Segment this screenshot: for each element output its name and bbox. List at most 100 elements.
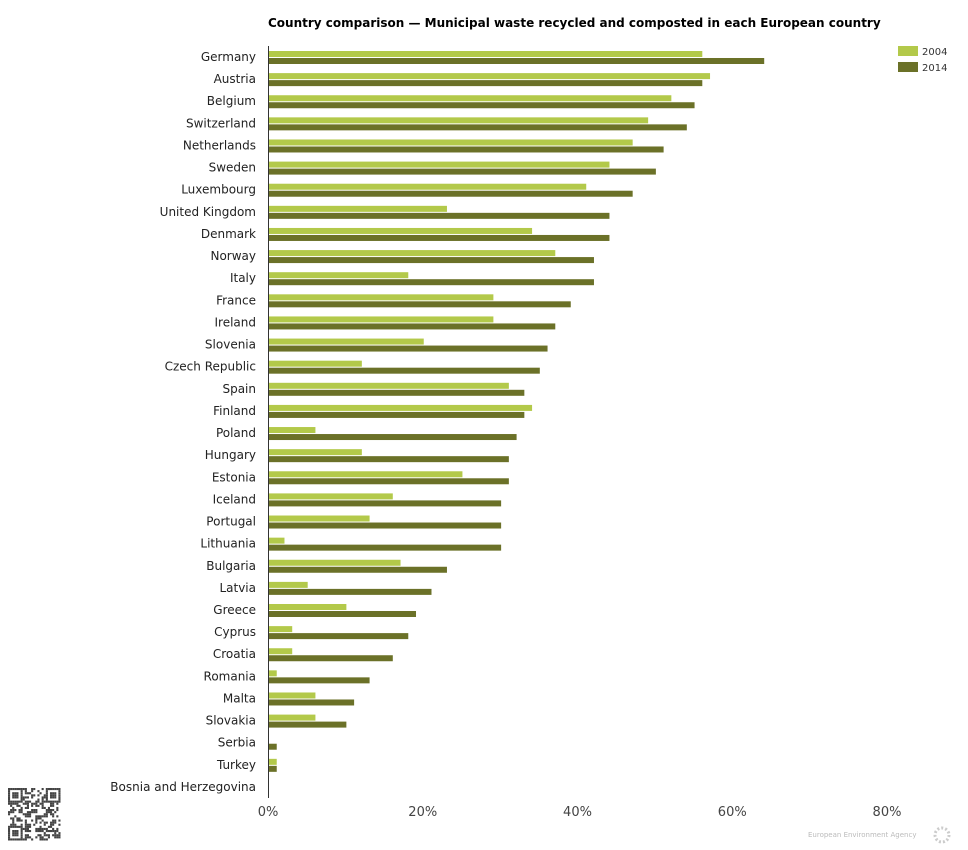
bar-2004-france [269, 294, 494, 301]
category-label: Austria [214, 72, 256, 86]
category-label: United Kingdom [160, 205, 256, 219]
category-label: Italy [230, 271, 256, 285]
bar-2004-ireland [269, 316, 494, 323]
bar-2014-bulgaria [269, 566, 447, 573]
bar-2004-turkey [269, 758, 277, 765]
bar-2014-italy [269, 279, 594, 286]
bar-2014-poland [269, 434, 517, 441]
bar-2004-luxembourg [269, 183, 587, 190]
bar-2004-estonia [269, 471, 463, 478]
bar-2004-croatia [269, 648, 293, 655]
bar-2004-bulgaria [269, 559, 401, 566]
bar-2004-cyprus [269, 626, 293, 633]
category-label: Belgium [207, 94, 256, 108]
bar-2014-finland [269, 411, 525, 418]
chart-title: Country comparison — Municipal waste rec… [268, 16, 881, 30]
bar-2004-greece [269, 604, 347, 610]
category-label: Norway [210, 249, 256, 263]
bar-2004-portugal [269, 515, 370, 522]
bar-2014-portugal [269, 522, 502, 529]
category-label: Malta [223, 691, 256, 705]
bar-2014-switzerland [269, 124, 687, 131]
qr-code-icon [8, 788, 61, 841]
bar-2004-poland [269, 427, 316, 434]
category-label: Czech Republic [165, 360, 256, 374]
bar-2014-germany [269, 58, 765, 64]
bar-2004-switzerland [269, 117, 649, 124]
category-label: Iceland [213, 492, 256, 506]
bar-2014-iceland [269, 500, 502, 507]
bar-2004-slovenia [269, 338, 424, 345]
bar-2014-lithuania [269, 544, 502, 551]
bar-2004-netherlands [269, 139, 633, 146]
category-label: Serbia [218, 736, 256, 750]
category-label: Lithuania [200, 537, 256, 551]
bar-2014-united-kingdom [269, 212, 610, 219]
bar-2004-norway [269, 250, 556, 257]
bar-2004-iceland [269, 493, 393, 500]
category-label: Netherlands [183, 138, 256, 152]
bar-2004-malta [269, 692, 316, 699]
bar-2014-netherlands [269, 146, 664, 153]
category-label: Croatia [213, 647, 256, 661]
x-tick-label: 80% [873, 805, 902, 820]
x-tick-label: 0% [258, 805, 279, 820]
bar-2014-greece [269, 611, 417, 617]
bar-2014-slovakia [269, 721, 347, 728]
legend-label-2004: 2004 [922, 47, 947, 58]
category-label: Turkey [216, 758, 256, 772]
x-tick-label: 60% [718, 805, 747, 820]
bar-2004-lithuania [269, 537, 285, 544]
x-tick-label: 20% [408, 805, 437, 820]
bar-2014-belgium [269, 102, 695, 109]
bar-2014-austria [269, 80, 703, 87]
bar-2004-finland [269, 404, 533, 411]
eea-watermark: European Environment Agency [808, 831, 916, 839]
category-label: Portugal [206, 515, 256, 529]
bar-2004-sweden [269, 161, 610, 168]
bar-2004-czech-republic [269, 360, 362, 367]
category-label: Cyprus [214, 625, 256, 639]
bar-2004-romania [269, 670, 277, 677]
category-label: Luxembourg [181, 183, 256, 197]
bar-2014-estonia [269, 478, 509, 485]
category-label: Slovenia [205, 338, 256, 352]
bar-2004-latvia [269, 581, 308, 588]
bar-2004-hungary [269, 449, 362, 456]
bar-2014-luxembourg [269, 190, 633, 197]
legend-swatch-2004 [898, 46, 918, 56]
bar-2004-denmark [269, 227, 533, 234]
category-label: Germany [201, 50, 256, 64]
bar-2014-sweden [269, 168, 656, 175]
bar-2004-austria [269, 73, 711, 80]
bar-2014-ireland [269, 323, 556, 330]
bar-2014-slovenia [269, 345, 548, 352]
legend: 2004 2014 [898, 46, 947, 74]
bar-2014-czech-republic [269, 367, 540, 374]
category-label: Switzerland [186, 116, 256, 130]
category-label: Latvia [219, 581, 256, 595]
category-label: Slovakia [206, 714, 256, 728]
bar-2014-france [269, 301, 571, 308]
bar-2014-hungary [269, 456, 509, 463]
legend-label-2014: 2014 [922, 63, 947, 74]
eea-logo-icon [933, 826, 951, 844]
category-label: Romania [204, 669, 256, 683]
bar-2004-germany [269, 51, 703, 57]
bar-2004-slovakia [269, 714, 316, 721]
bar-2004-italy [269, 272, 409, 279]
category-label: Estonia [212, 470, 256, 484]
bar-2014-latvia [269, 588, 432, 595]
bar-2014-spain [269, 389, 525, 396]
legend-swatch-2014 [898, 62, 918, 72]
bar-2004-united-kingdom [269, 205, 447, 212]
category-label: Ireland [214, 315, 256, 329]
category-label: Poland [216, 426, 256, 440]
bar-2014-malta [269, 699, 355, 706]
bar-2014-norway [269, 257, 594, 264]
bar-2004-spain [269, 382, 509, 389]
x-tick-label: 40% [563, 805, 592, 820]
bar-2014-turkey [269, 765, 277, 772]
bar-2004-belgium [269, 95, 672, 102]
